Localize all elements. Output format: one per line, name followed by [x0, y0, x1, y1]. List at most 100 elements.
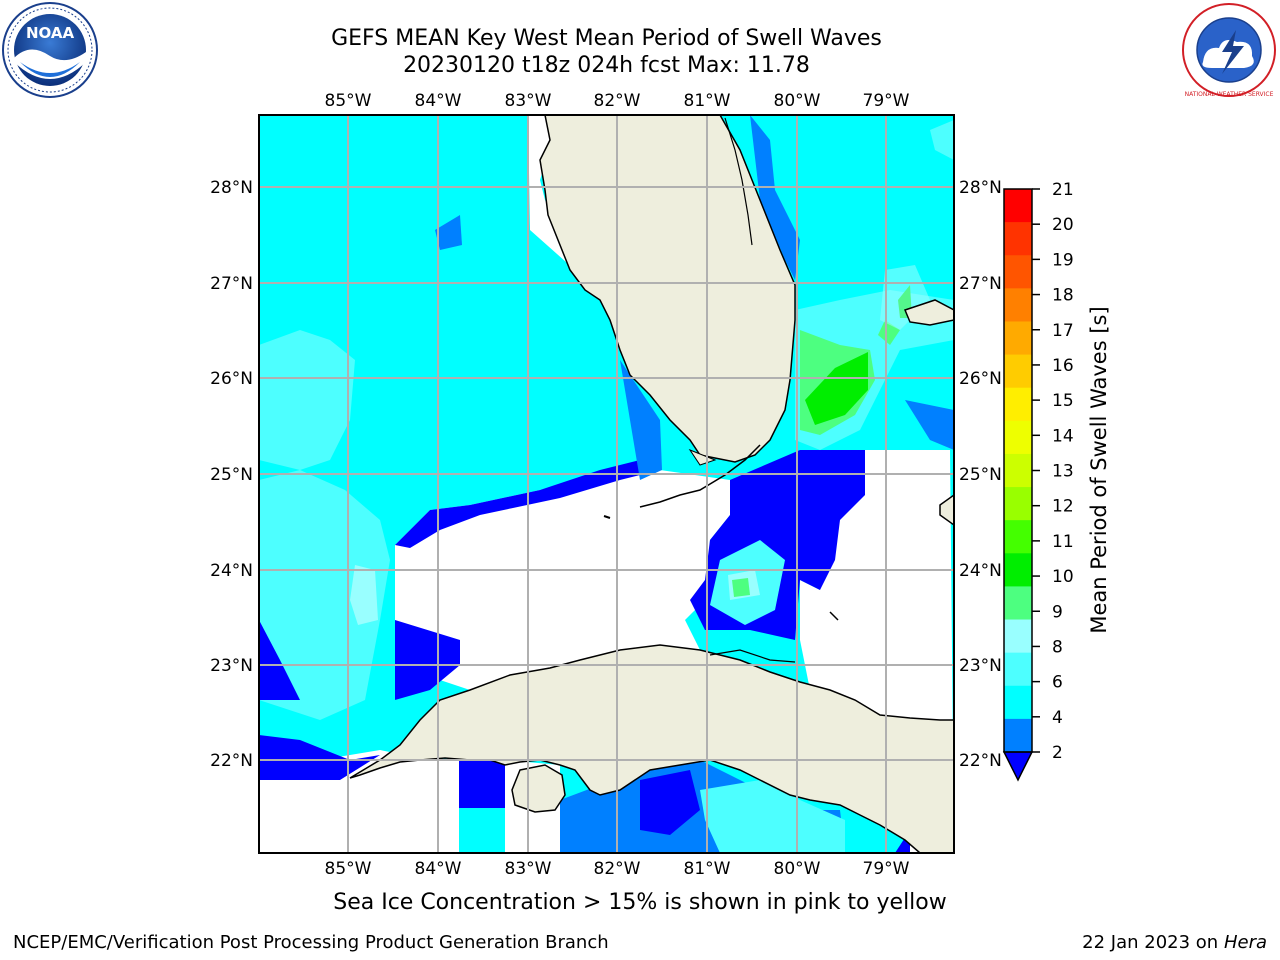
max-swell-area: [805, 352, 868, 425]
nws-logo-text: NATIONAL WEATHER SERVICE: [1185, 91, 1274, 98]
florida-coastline-detail: [724, 117, 753, 246]
lon-label-bottom: 80°W: [774, 859, 821, 879]
contour-band: [350, 565, 378, 625]
florida-landmass: [539, 115, 796, 463]
colorbar-tick-label: 10: [1052, 567, 1074, 587]
colorbar-tick-label: 16: [1052, 356, 1074, 376]
lon-label-bottom: 81°W: [684, 859, 731, 879]
colorbar-segment: [1004, 520, 1032, 554]
map-area: [259, 115, 954, 853]
isla-de-la-juventud: [511, 764, 566, 813]
contour-band: [732, 578, 750, 597]
lat-label-left: 28°N: [210, 178, 253, 198]
lat-label-left: 25°N: [210, 465, 253, 485]
andros-edge: [939, 494, 954, 526]
colorbar-segment: [1004, 354, 1032, 389]
colorbar-ticks: 21 20 19 18 17 16 15 14 13 12 11 10 9 8 6 4 2: [1032, 180, 1074, 763]
lon-label-top: 84°W: [415, 91, 462, 111]
contour-band: [620, 360, 662, 480]
contour-band: [750, 115, 800, 280]
no-data-area: [395, 470, 730, 700]
contour-band: [259, 470, 390, 720]
nws-logo: NATIONAL WEATHER SERVICE: [1182, 3, 1276, 98]
colorbar-tick-label: 11: [1052, 532, 1074, 552]
cuba-landmass: [349, 644, 954, 853]
colorbar-tick-label: 4: [1052, 708, 1063, 728]
lat-label-right: 28°N: [959, 178, 1002, 198]
lat-label-left: 26°N: [210, 369, 253, 389]
lat-labels-left: 28°N 27°N 26°N 25°N 24°N 23°N 22°N: [210, 178, 253, 771]
contour-band: [878, 320, 900, 345]
contour-band: [259, 620, 300, 700]
colorbar-tick-label: 18: [1052, 286, 1074, 306]
lat-label-left: 27°N: [210, 274, 253, 294]
contour-band: [259, 735, 380, 780]
colorbar-segment: [1004, 718, 1032, 753]
colorbar-segments: [1004, 189, 1032, 753]
colorbar-extend-arrow: [1002, 751, 1034, 782]
map-title-line2: 20230120 t18z 024h fcst Max: 11.78: [403, 53, 810, 78]
noaa-logo-text: NOAA: [26, 24, 75, 42]
lat-labels-right: 28°N 27°N 26°N 25°N 24°N 23°N 22°N: [959, 178, 1002, 771]
lon-label-top: 85°W: [325, 91, 372, 111]
colorbar-segment: [1004, 685, 1032, 720]
colorbar-segment: [1004, 453, 1032, 488]
cuba-north-cays: [709, 649, 796, 663]
lon-label-bottom: 84°W: [415, 859, 462, 879]
contour-band: [880, 265, 930, 330]
lon-labels-top: 85°W 84°W 83°W 82°W 81°W 80°W 79°W: [325, 91, 910, 111]
lat-label-right: 23°N: [959, 656, 1002, 676]
contour-band: [905, 400, 954, 450]
colorbar-tick-label: 19: [1052, 250, 1074, 270]
colorbar-tick-label: 12: [1052, 497, 1074, 517]
colorbar-tick-label: 20: [1052, 215, 1074, 235]
colorbar-label: Mean Period of Swell Waves [s]: [1087, 306, 1111, 633]
colorbar-segment: [1004, 321, 1032, 356]
contour-band: [395, 620, 460, 700]
colorbar-tick-label: 15: [1052, 391, 1074, 411]
lat-label-left: 24°N: [210, 561, 253, 581]
colorbar-segment: [1004, 487, 1032, 521]
colorbar-tick-label: 9: [1052, 602, 1063, 622]
colorbar-segment: [1004, 553, 1032, 587]
colorbar-segment: [1004, 222, 1032, 256]
lat-label-right: 25°N: [959, 465, 1002, 485]
contour-band: [640, 770, 700, 835]
colorbar-tick-label: 13: [1052, 462, 1074, 482]
date-text: 22 Jan 2023 on: [1082, 932, 1224, 953]
lon-label-top: 81°W: [684, 91, 731, 111]
lon-label-top: 83°W: [505, 91, 552, 111]
colorbar: 21 20 19 18 17 16 15 14 13 12 11 10 9 8 6 4 2 Mean Perio…: [1002, 180, 1111, 782]
map-title-line1: GEFS MEAN Key West Mean Period of Swell …: [331, 26, 882, 51]
contour-band: [930, 120, 954, 160]
lat-label-left: 23°N: [210, 656, 253, 676]
graticule: [259, 115, 954, 853]
dry-tortugas: [603, 515, 611, 519]
colorbar-tick-label: 14: [1052, 426, 1074, 446]
lon-label-top: 82°W: [594, 91, 641, 111]
colorbar-segment: [1004, 255, 1032, 289]
lon-label-top: 80°W: [774, 91, 821, 111]
colorbar-tick-label: 17: [1052, 321, 1074, 341]
colorbar-tick-label: 6: [1052, 673, 1063, 693]
cay-sal: [829, 611, 839, 621]
map-frame: [258, 114, 955, 854]
contour-band: [700, 780, 845, 853]
lon-labels-bottom: 85°W 84°W 83°W 82°W 81°W 80°W 79°W: [325, 859, 910, 879]
lat-label-right: 26°N: [959, 369, 1002, 389]
colorbar-segment: [1004, 387, 1032, 422]
colorbar-tick-label: 2: [1052, 743, 1063, 763]
noaa-logo: NOAA: [2, 2, 98, 98]
lon-label-bottom: 85°W: [325, 859, 372, 879]
colorbar-tick-label: 21: [1052, 180, 1074, 200]
lon-label-top: 79°W: [863, 91, 910, 111]
lon-label-bottom: 83°W: [505, 859, 552, 879]
contour-band: [459, 760, 505, 808]
machine-name: Hera: [1223, 932, 1267, 953]
contour-band: [435, 215, 462, 250]
colorbar-segment: [1004, 288, 1032, 322]
colorbar-segment: [1004, 652, 1032, 687]
lon-label-bottom: 82°W: [594, 859, 641, 879]
colorbar-segment: [1004, 189, 1032, 223]
